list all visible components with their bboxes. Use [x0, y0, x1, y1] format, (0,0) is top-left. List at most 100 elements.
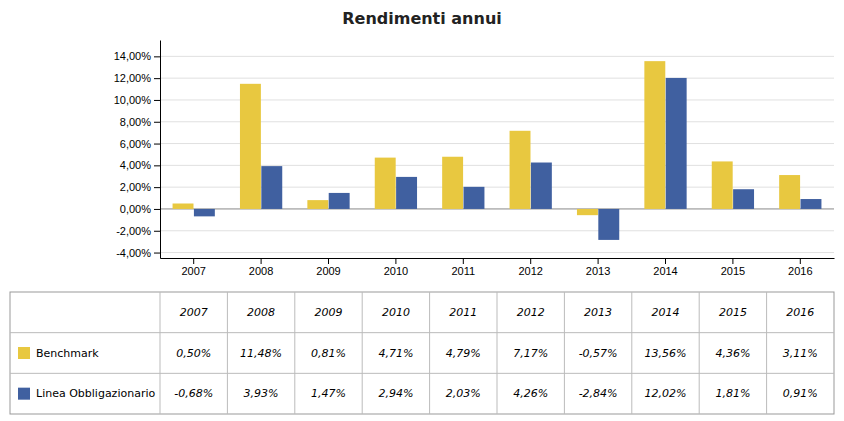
table-value: 11,48% [240, 347, 282, 360]
table-header: 2009 [315, 306, 343, 319]
bar [194, 209, 215, 216]
tick-mark [154, 209, 160, 210]
tick: 2014 [653, 258, 677, 277]
chart: Rendimenti annui-4,00%-2,00%0,00%2,00%4,… [0, 0, 844, 421]
bar-series [173, 61, 801, 215]
tick-label: 2,00% [120, 181, 151, 193]
bar [396, 177, 417, 209]
tick: 0,00% [120, 203, 160, 215]
x-axis: 2007200820092010201120122013201420152016 [161, 258, 835, 277]
bars [173, 61, 822, 240]
table-value: 1,81% [715, 387, 750, 400]
tick-mark [395, 258, 396, 264]
tick: 14,00% [114, 50, 160, 62]
tick-label: 4,00% [120, 159, 151, 171]
grid-line [160, 187, 834, 188]
table-value: -2,84% [579, 387, 618, 400]
legend-label: Benchmark [36, 347, 99, 360]
table-header: 2014 [652, 306, 680, 319]
tick-label: -4,00% [116, 247, 151, 259]
table-frame [10, 292, 834, 414]
tick-mark [154, 78, 160, 79]
tick-label: 14,00% [114, 50, 152, 62]
bar [644, 61, 665, 209]
tick: 6,00% [120, 138, 160, 150]
bar [329, 193, 350, 209]
tick-mark [154, 165, 160, 166]
legend-label: Linea Obbligazionario [36, 387, 155, 400]
table-value: 1,47% [311, 387, 346, 400]
data-table: 2007200820092010201120122013201420152016… [10, 292, 834, 414]
tick-mark [463, 258, 464, 264]
table-rule [766, 292, 767, 414]
tick-mark [154, 56, 160, 57]
bar [598, 209, 619, 240]
table-value: 4,71% [378, 347, 413, 360]
tick-label: 10,00% [114, 94, 152, 106]
zero-line [160, 208, 834, 209]
bar [666, 78, 687, 209]
grid-line [160, 143, 834, 144]
tick-mark [328, 258, 329, 264]
bar [442, 157, 463, 209]
bar [733, 189, 754, 209]
tick-mark [154, 144, 160, 145]
legend-swatch [18, 388, 30, 400]
table-value: 0,91% [783, 387, 818, 400]
table-value: 13,56% [645, 347, 687, 360]
table-rule [10, 332, 834, 333]
table-value: 2,94% [378, 387, 413, 400]
table-rule [362, 292, 363, 414]
tick: 2016 [788, 258, 812, 277]
tick: -4,00% [116, 247, 160, 259]
table-rule [10, 373, 834, 374]
tick: 2015 [721, 258, 745, 277]
tick-mark [154, 187, 160, 188]
tick-mark [154, 253, 160, 254]
grid-line [160, 78, 834, 79]
table-value: 3,11% [783, 347, 818, 360]
table-header: 2007 [180, 306, 208, 319]
tick-label: 2015 [721, 265, 745, 277]
table-header: 2012 [517, 306, 545, 319]
tick-label: 6,00% [120, 138, 151, 150]
legend-swatch [18, 347, 30, 359]
tick-mark [598, 258, 599, 264]
table-value: -0,68% [174, 387, 213, 400]
table-value: 0,81% [311, 347, 346, 360]
table-header: 2013 [584, 306, 612, 319]
tick: 2,00% [120, 181, 160, 193]
table-value: 4,26% [513, 387, 548, 400]
bar [261, 166, 282, 209]
bar [307, 200, 328, 209]
grid-line [160, 165, 834, 166]
table-header: 2015 [719, 306, 747, 319]
tick-label: 2014 [653, 265, 677, 277]
tick: 2011 [451, 258, 475, 277]
table-rule [631, 292, 632, 414]
tick-mark [154, 100, 160, 101]
tick: 8,00% [120, 116, 160, 128]
table-value: 4,79% [446, 347, 481, 360]
bar [779, 175, 800, 209]
table-value: 4,36% [715, 347, 750, 360]
table-header: 2010 [382, 306, 410, 319]
tick-mark [154, 231, 160, 232]
table-rule [564, 292, 565, 414]
tick: 2009 [316, 258, 340, 277]
tick-label: 2011 [451, 265, 475, 277]
tick: 2010 [384, 258, 408, 277]
tick-mark [154, 122, 160, 123]
table-rule [429, 292, 430, 414]
bar-series [194, 78, 822, 240]
table-rule [699, 292, 700, 414]
table-value: 7,17% [513, 347, 548, 360]
tick-mark [530, 258, 531, 264]
table-value: 0,50% [176, 347, 211, 360]
grid-line [160, 99, 834, 100]
tick-label: 2013 [586, 265, 610, 277]
tick: 12,00% [114, 72, 160, 84]
title: Rendimenti annui [342, 9, 502, 28]
grid-line [160, 121, 834, 122]
tick-mark [732, 258, 733, 264]
